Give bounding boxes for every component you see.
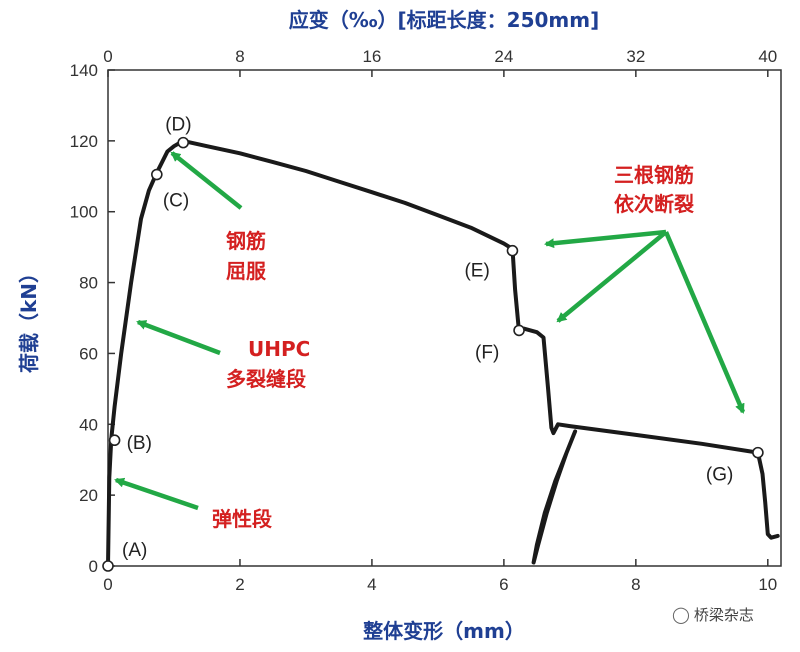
x-tick-label: 0	[103, 575, 112, 594]
key-point-label: (A)	[122, 540, 147, 561]
y-tick-label: 20	[79, 486, 98, 505]
x-tick-label: 8	[631, 575, 640, 594]
arrow-elastic	[114, 477, 199, 511]
arrow-rupture-f	[556, 230, 668, 323]
y-tick-label: 60	[79, 344, 98, 363]
y-axis-title: 荷载（kN）	[17, 263, 41, 373]
x2-tick-label: 24	[494, 47, 513, 66]
y-tick-label: 80	[79, 274, 98, 293]
series-layer	[106, 138, 780, 568]
arrow-rupture-e	[544, 229, 667, 249]
wechat-icon: ◯	[672, 605, 690, 624]
arrow-rupture-g	[663, 231, 746, 414]
key-point-marker	[108, 434, 121, 447]
x2-axis-title: 应变（‰）[标距长度：250mm]	[289, 8, 600, 32]
series-line-main	[106, 138, 780, 568]
key-point-label: (B)	[127, 433, 152, 454]
x-tick-label: 2	[235, 575, 244, 594]
x-tick-label: 6	[499, 575, 508, 594]
x-tick-label: 4	[367, 575, 376, 594]
watermark-text: 桥梁杂志	[693, 606, 754, 624]
x-tick-label: 10	[758, 575, 777, 594]
y-tick-label: 100	[70, 203, 98, 222]
key-point-marker	[177, 136, 190, 149]
y-tick-label: 0	[89, 557, 98, 576]
key-point-marker	[752, 446, 764, 459]
x2-tick-label: 40	[758, 47, 777, 66]
arrow-cracking	[136, 319, 221, 356]
key-point-marker	[513, 324, 525, 337]
x2-tick-label: 32	[626, 47, 645, 66]
annotation-multi-crack: 多裂缝段	[226, 367, 306, 391]
annotation-rebar: 钢筋	[226, 229, 266, 253]
x-axis-title: 整体变形（mm）	[362, 619, 525, 643]
key-point-label: (G)	[706, 465, 733, 486]
annotation-successive-rupture: 依次断裂	[614, 192, 694, 216]
series-line-unloading	[531, 429, 578, 565]
y-tick-label: 140	[70, 61, 98, 80]
y-tick-label: 120	[70, 132, 98, 151]
annotation-elastic: 弹性段	[212, 507, 272, 531]
points-layer: (A) (B) (C) (D) (E) (F) (G)	[102, 115, 764, 572]
annotation-three-rebars: 三根钢筋	[614, 163, 694, 187]
key-point-label: (D)	[165, 115, 191, 136]
key-point-label: (C)	[163, 191, 189, 212]
annotation-uhpc: UHPC	[248, 337, 310, 361]
key-point-marker	[102, 560, 114, 572]
y-tick-label: 40	[79, 415, 98, 434]
x2-tick-label: 0	[103, 47, 112, 66]
key-point-label: (E)	[464, 261, 489, 282]
x2-tick-label: 16	[362, 47, 381, 66]
annotation-yield: 屈服	[226, 259, 267, 283]
watermark: ◯ 桥梁杂志	[672, 604, 754, 625]
x2-tick-label: 8	[235, 47, 244, 66]
key-point-label: (F)	[475, 342, 499, 363]
key-point-marker	[506, 244, 519, 257]
plot-frame	[107, 69, 782, 567]
key-point-marker	[151, 168, 163, 181]
arrow-yield	[170, 151, 243, 210]
